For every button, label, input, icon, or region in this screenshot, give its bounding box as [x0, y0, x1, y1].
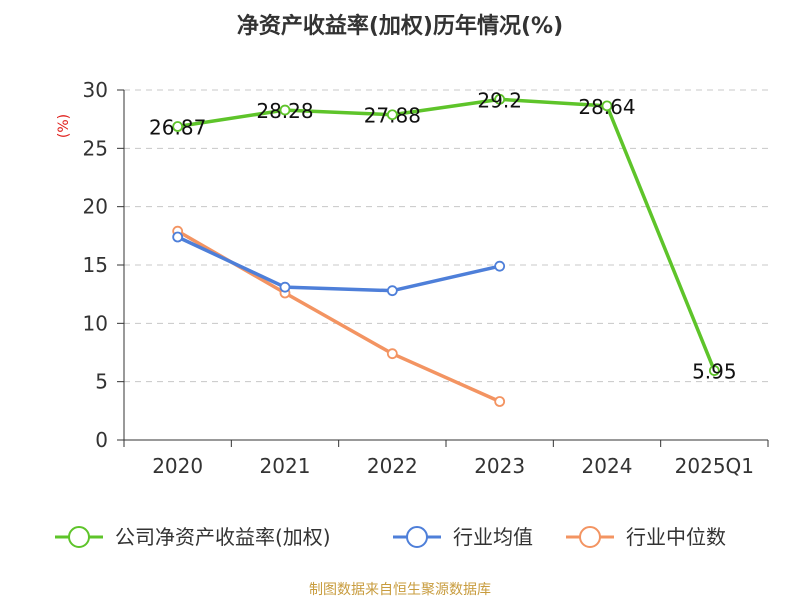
x-tick-label: 2021	[260, 454, 311, 478]
data-point	[601, 100, 613, 112]
y-axis-unit: (%)	[56, 114, 72, 138]
data-label: 29.2	[477, 88, 522, 112]
data-point	[172, 121, 184, 132]
data-labels: 26.87 28.28 27.88 29.2 28.64 5.95	[149, 88, 737, 383]
data-point	[386, 348, 398, 360]
chart-title: 净资产收益率(加权)历年情况(%)	[237, 13, 563, 39]
x-tick-label: 2025Q1	[675, 454, 754, 478]
data-point	[708, 365, 720, 376]
data-label: 26.87	[149, 116, 206, 140]
data-point	[386, 285, 398, 297]
data-label: 27.88	[364, 104, 421, 128]
legend: 公司净资产收益率(加权) 行业均值 行业中位数	[55, 525, 726, 549]
data-point	[172, 231, 184, 243]
y-tick-label: 25	[83, 136, 108, 160]
axes: 0 5 10 15 20 25 30 2020 2021 2022 2023 2024 2025Q1	[83, 78, 769, 478]
data-label: 5.95	[692, 360, 737, 384]
series-line	[175, 229, 502, 404]
series-lines	[172, 93, 720, 407]
data-point	[279, 281, 291, 293]
data-point	[386, 109, 398, 121]
y-tick-label: 5	[95, 370, 108, 394]
data-point	[494, 93, 506, 105]
data-point	[494, 396, 506, 407]
y-tick-label: 15	[83, 253, 108, 277]
data-label: 28.28	[256, 99, 313, 123]
legend-label: 公司净资产收益率(加权)	[115, 525, 331, 549]
x-tick-label: 2024	[582, 454, 633, 478]
legend-marker	[406, 526, 428, 548]
y-tick-label: 30	[83, 78, 108, 102]
series-line	[175, 97, 717, 373]
y-tick-label: 10	[83, 311, 108, 335]
legend-label: 行业均值	[453, 525, 533, 549]
data-point	[279, 104, 291, 116]
data-point	[494, 260, 506, 272]
x-tick-label: 2020	[152, 454, 203, 478]
legend-marker	[68, 526, 90, 548]
x-tick-label: 2023	[474, 454, 525, 478]
gridlines	[124, 89, 768, 383]
data-label: 28.64	[578, 95, 635, 119]
y-tick-label: 20	[83, 195, 108, 219]
legend-marker	[579, 526, 601, 548]
x-tick-label: 2022	[367, 454, 418, 478]
legend-label: 行业中位数	[626, 525, 726, 549]
y-tick-label: 0	[95, 428, 108, 452]
source-note: 制图数据来自恒生聚源数据库	[309, 582, 491, 598]
series-line	[175, 235, 502, 293]
